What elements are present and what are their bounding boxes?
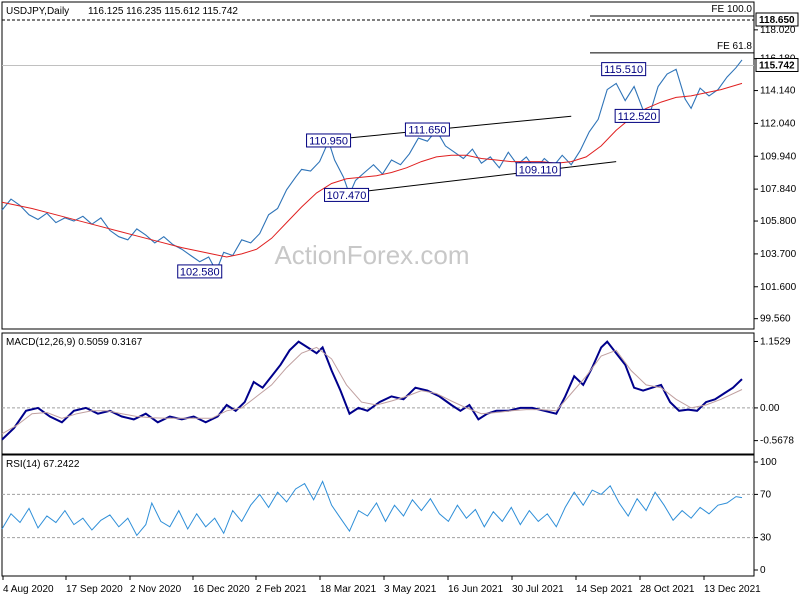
- x-axis: 4 Aug 2020 17 Sep 2020 2 Nov 2020 16 Dec 20…: [2, 576, 761, 595]
- channel-line: [350, 161, 617, 194]
- macd-tick-label: 0.00: [760, 403, 780, 414]
- price-annotation: 109.110: [519, 164, 558, 176]
- last-price-label: 115.742: [759, 60, 795, 71]
- rsi-line: [1, 480, 743, 537]
- price-tick-label: 107.840: [760, 184, 797, 195]
- price-tick-label: 114.140: [760, 86, 796, 97]
- price-tick-label: 101.600: [760, 282, 797, 293]
- price-layer: 118.020116.180114.140112.040109.940107.8…: [1, 4, 799, 325]
- price-tick-label: 112.040: [760, 118, 796, 129]
- price-annotation: 110.950: [309, 135, 348, 147]
- x-tick-label: 4 Aug 2020: [3, 584, 54, 595]
- price-annotation-box: [404, 122, 450, 137]
- price-tick-label: 103.700: [760, 249, 797, 260]
- fe100-price-label: 118.650: [759, 15, 795, 26]
- x-tick-label: 13 Dec 2021: [704, 584, 761, 595]
- watermark: ActionForex.com: [274, 240, 469, 270]
- x-tick-label: 16 Jun 2021: [448, 584, 503, 595]
- ohlc-label: 116.125 116.235 115.612 115.742: [88, 6, 238, 17]
- x-tick-label: 14 Sep 2021: [576, 584, 633, 595]
- last-price-box: [755, 57, 799, 72]
- x-tick-label: 28 Oct 2021: [640, 584, 695, 595]
- price-annotation-box: [515, 162, 561, 177]
- macd-panel: [1, 332, 755, 455]
- macd-title: MACD(12,26,9) 0.5059 0.3167: [6, 337, 143, 348]
- rsi-tick-label: 70: [760, 489, 772, 500]
- price-tick-label: 105.800: [760, 216, 797, 227]
- price-annotation: 107.470: [327, 190, 367, 202]
- x-tick-label: 18 Mar 2021: [320, 584, 377, 595]
- rsi-tick-label: 30: [760, 533, 772, 544]
- price-tick-label: 118.020: [760, 25, 796, 36]
- symbol-label: USDJPY,Daily: [6, 6, 69, 17]
- macd-tick-label: -0.5678: [760, 436, 794, 447]
- x-tick-label: 16 Dec 2020: [193, 584, 250, 595]
- price-annotation-box: [306, 133, 352, 148]
- macd-layer: 1.1529 0.00 -0.5678: [1, 336, 794, 447]
- price-annotation: 115.510: [604, 64, 643, 76]
- price-tick-label: 109.940: [760, 151, 797, 162]
- rsi-panel: [1, 454, 755, 577]
- price-annotation-box: [324, 187, 370, 202]
- x-tick-label: 2 Feb 2021: [256, 584, 307, 595]
- macd-tick-label: 1.1529: [760, 336, 791, 347]
- macd-line: [1, 340, 743, 441]
- rsi-tick-label: 0: [760, 565, 766, 576]
- rsi-layer: 100 70 30 0: [1, 457, 777, 576]
- price-annotation: 102.580: [180, 266, 220, 278]
- x-tick-label: 17 Sep 2020: [66, 584, 123, 595]
- x-tick-label: 30 Jul 2021: [512, 584, 564, 595]
- signal-line: [1, 346, 743, 435]
- rsi-title: RSI(14) 67.2422: [6, 459, 80, 470]
- fe100-price-box: [755, 12, 799, 27]
- price-panel: [1, 1, 755, 330]
- price-annotation-box: [614, 108, 660, 123]
- price-annotation: 112.520: [618, 111, 657, 123]
- price-annotation-box: [177, 264, 223, 279]
- fe618-label: FE 61.8: [717, 41, 752, 52]
- fe100-label: FE 100.0: [711, 4, 752, 15]
- price-annotation-box: [601, 62, 647, 77]
- x-tick-label: 2 Nov 2020: [130, 584, 182, 595]
- price-line: [1, 59, 743, 273]
- x-tick-label: 3 May 2021: [384, 584, 437, 595]
- price-annotation: 111.650: [408, 125, 446, 137]
- rsi-tick-label: 100: [760, 457, 777, 468]
- price-tick-label: 99.560: [760, 314, 791, 325]
